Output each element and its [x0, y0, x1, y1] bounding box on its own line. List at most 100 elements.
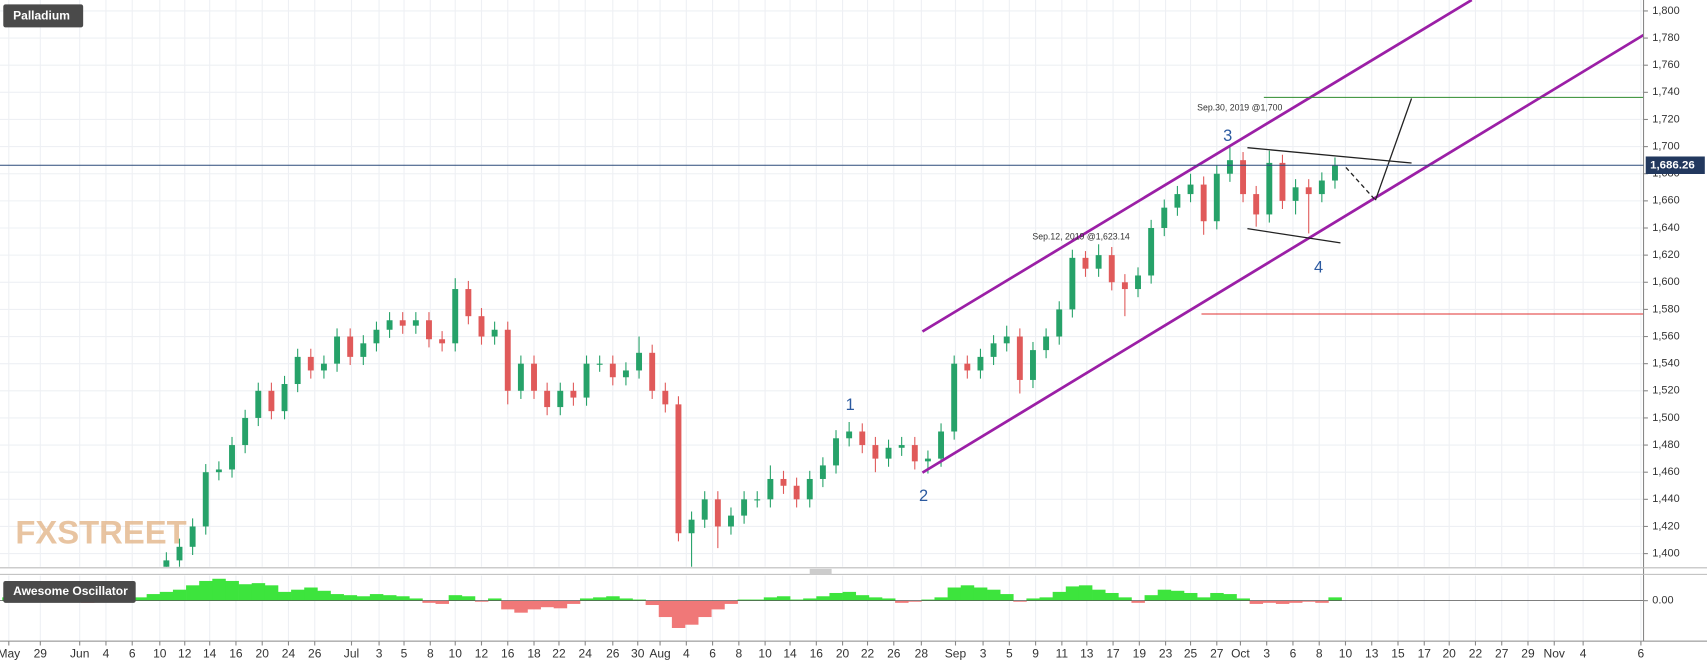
x-tick-label: 15: [1391, 646, 1405, 660]
candle-body: [1030, 350, 1036, 380]
oscillator-bar: [448, 595, 463, 601]
candle-body: [767, 478, 774, 500]
x-tick-label: 13: [1080, 646, 1094, 660]
oscillator-bar: [1223, 594, 1237, 601]
x-tick-label: 3: [1263, 646, 1270, 660]
candle-body: [517, 363, 524, 391]
candle-body: [1148, 228, 1155, 276]
oscillator-bar: [579, 598, 594, 601]
candle-body: [1095, 255, 1102, 269]
oscillator-bar: [422, 600, 436, 603]
oscillator-bar: [698, 600, 712, 618]
y-tick-label: 1,720: [1652, 113, 1679, 125]
x-tick-label: 6: [129, 646, 136, 660]
oscillator-bar: [973, 587, 988, 601]
indicator-title: Awesome Oscillator: [13, 584, 128, 598]
pane-handle[interactable]: [809, 568, 832, 575]
candle-body: [622, 370, 629, 378]
x-tick-label: May: [0, 646, 20, 660]
oscillator-bar: [1065, 586, 1080, 601]
oscillator-bar: [803, 598, 817, 601]
oscillator-bar: [566, 600, 581, 604]
candle-body: [1121, 282, 1128, 290]
oscillator-bar: [159, 591, 174, 601]
candle-body: [1056, 309, 1063, 337]
wave-label: 2: [919, 487, 928, 505]
oscillator-bar: [842, 591, 857, 601]
oscillator-bar: [409, 598, 423, 601]
oscillator: [0, 578, 1644, 628]
candle-body: [1016, 336, 1023, 380]
oscillator-bar: [317, 590, 331, 601]
x-tick-label: 6: [1290, 646, 1297, 660]
x-tick-label: 23: [1159, 646, 1173, 660]
x-tick-label: 29: [1521, 646, 1535, 660]
oscillator-bar: [1026, 598, 1040, 601]
candle-body: [596, 363, 603, 365]
last-price-label: 1,686.26: [1650, 159, 1695, 171]
oscillator-bar: [1249, 600, 1264, 604]
candle-body: [1332, 165, 1338, 181]
oscillator-bar: [1236, 598, 1250, 601]
oscillator-bar: [501, 600, 515, 610]
oscillator-bar: [1197, 597, 1211, 601]
x-tick-label: 8: [1316, 646, 1323, 660]
candle-body: [347, 336, 354, 357]
oscillator-bar: [724, 600, 738, 604]
last-price-box: [1645, 156, 1705, 174]
x-tick-label: 4: [103, 646, 110, 660]
candle-body: [1069, 257, 1076, 310]
x-tick-label: 14: [203, 646, 217, 660]
oscillator-bar: [553, 600, 568, 609]
candle-body: [819, 465, 826, 479]
oscillator-bar: [685, 600, 699, 625]
x-tick-label: 10: [1339, 646, 1353, 660]
x-tick-label: 20: [256, 646, 270, 660]
title-box: [3, 4, 84, 28]
candle-body: [846, 431, 853, 439]
oscillator-bar: [172, 589, 187, 601]
x-tick-label: 17: [1106, 646, 1120, 660]
y-tick-label: 0.00: [1652, 595, 1673, 607]
candle-body: [557, 390, 564, 408]
y-tick-label: 1,640: [1652, 222, 1679, 234]
oscillator-bar: [960, 585, 975, 601]
x-tick-label: 4: [1580, 646, 1587, 660]
y-tick-label: 1,620: [1652, 249, 1679, 261]
x-tick-label: 30: [631, 646, 645, 660]
x-tick-label: 5: [1006, 646, 1013, 660]
x-tick-label: 29: [34, 646, 48, 660]
oscillator-bar: [671, 600, 686, 628]
oscillator-bar: [619, 598, 633, 601]
oscillator-bar: [238, 584, 253, 601]
candle-body: [255, 390, 262, 418]
candle-body: [780, 478, 787, 486]
oscillator-bar: [868, 597, 883, 601]
candle-body: [609, 363, 616, 378]
x-tick-label: 12: [178, 646, 192, 660]
candle-body: [1082, 257, 1089, 269]
oscillator-bar: [1157, 589, 1172, 601]
y-tick-label: 1,400: [1652, 547, 1679, 559]
candle-body: [728, 515, 734, 527]
y-tick-label: 1,800: [1652, 5, 1679, 17]
oscillator-bar: [304, 587, 318, 601]
candle-body: [977, 356, 984, 371]
oscillator-bar: [1144, 595, 1159, 601]
candle-body: [531, 363, 537, 391]
x-tick-label: 25: [1184, 646, 1198, 660]
candle-body: [793, 485, 800, 500]
oscillator-bar: [632, 599, 646, 601]
x-tick-label: 28: [915, 646, 929, 660]
y-tick-label: 1,460: [1652, 466, 1679, 478]
oscillator-bar: [146, 594, 161, 601]
oscillator-bar: [658, 600, 673, 618]
oscillator-bar: [212, 578, 226, 601]
y-tick-label: 1,780: [1652, 32, 1679, 44]
oscillator-bar: [199, 580, 213, 601]
oscillator-bar: [790, 599, 804, 601]
candle-body: [1240, 160, 1247, 195]
oscillator-bar: [1302, 600, 1316, 602]
oscillator-bar: [987, 589, 1001, 601]
